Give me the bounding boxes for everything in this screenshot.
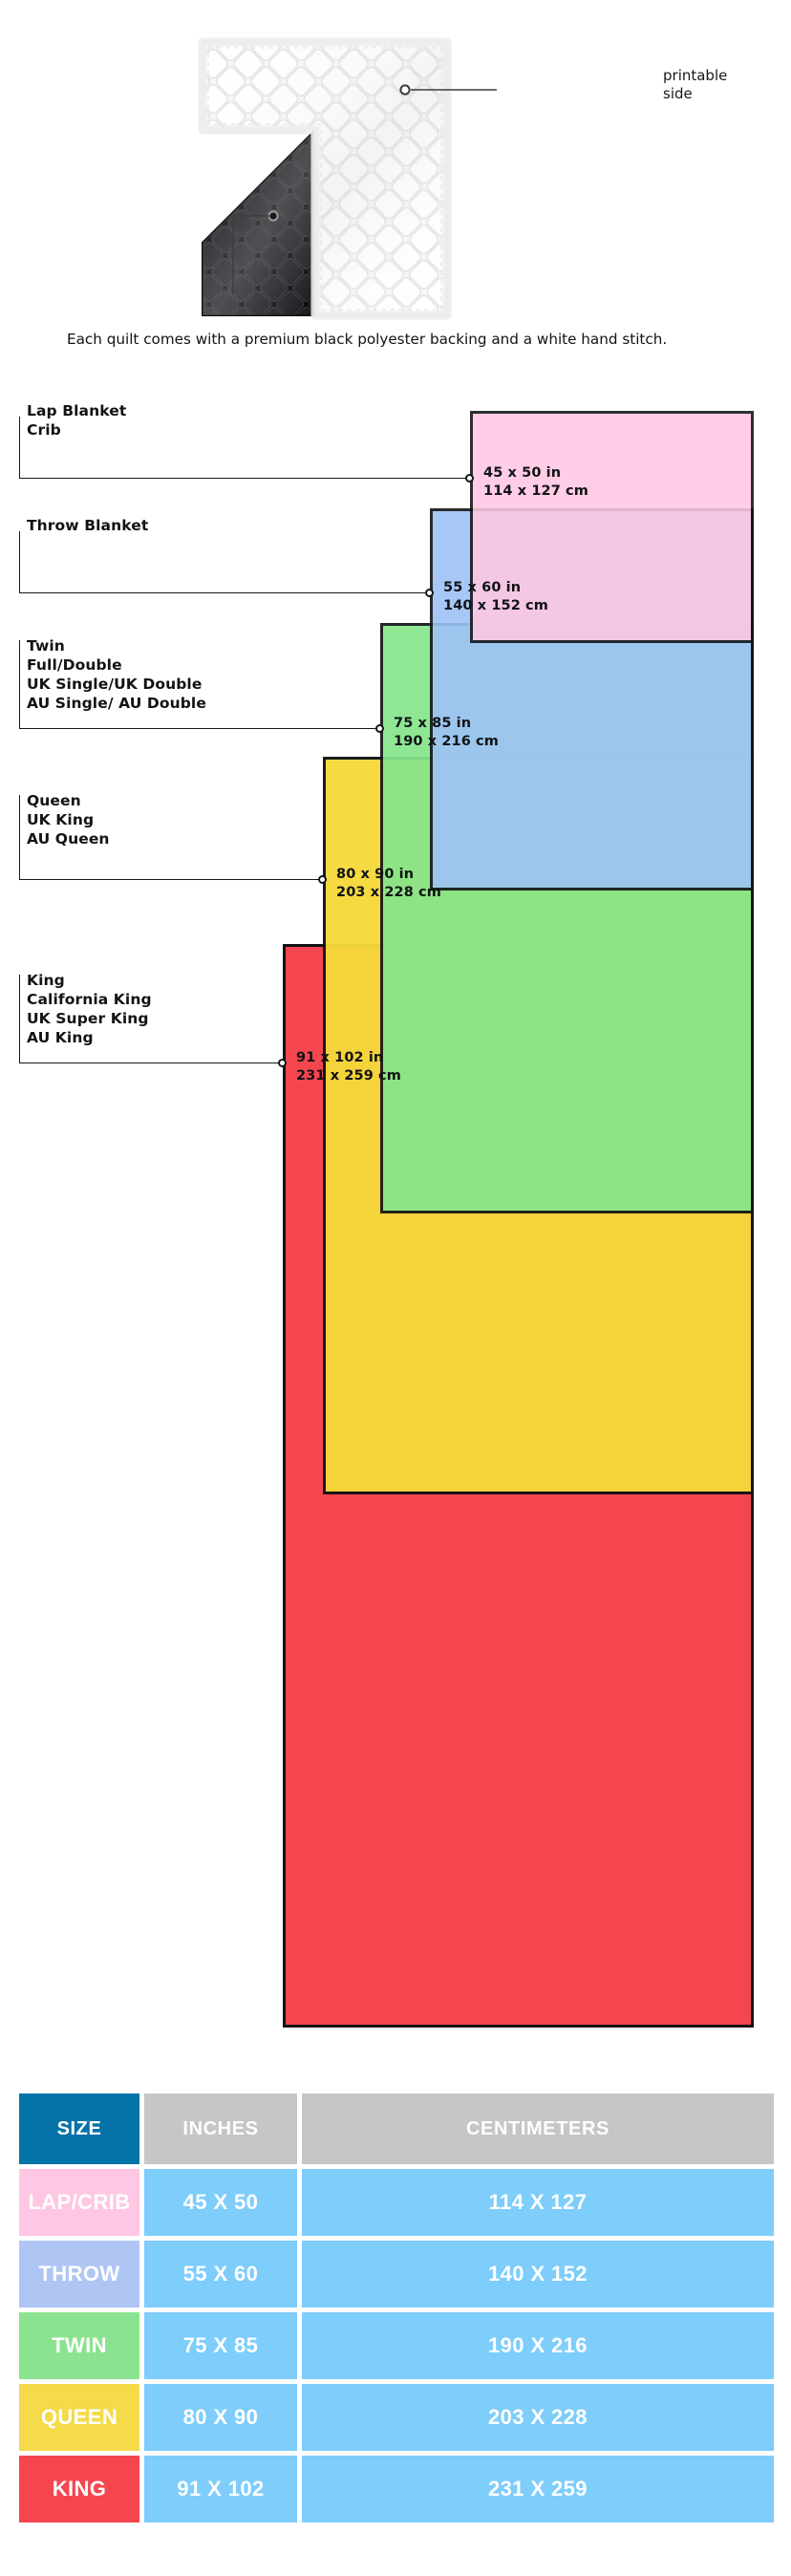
table-cell-inches: 55 X 60 bbox=[144, 2241, 297, 2308]
white-quilted-front bbox=[198, 37, 452, 320]
quilt-caption: Each quilt comes with a premium black po… bbox=[67, 331, 668, 348]
table-row: THROW 55 X 60 140 X 152 bbox=[19, 2241, 774, 2308]
quilt-illustration bbox=[160, 29, 611, 334]
marker-queen bbox=[318, 875, 327, 884]
table-header-row: SIZE INCHES CENTIMETERS bbox=[19, 2093, 774, 2164]
table-cell-centimeters: 203 X 228 bbox=[302, 2384, 774, 2451]
quilt-hero-section: printable side Each quilt comes with a p… bbox=[0, 0, 791, 382]
size-dimensions-lap-crib: 45 x 50 in 114 x 127 cm bbox=[483, 465, 588, 500]
marker-twin bbox=[375, 724, 384, 733]
table-cell-size: KING bbox=[19, 2456, 139, 2522]
size-label-king: King California King UK Super King AU Ki… bbox=[27, 972, 152, 1047]
table-cell-size: TWIN bbox=[19, 2312, 139, 2379]
table-row: LAP/CRIB 45 X 50 114 X 127 bbox=[19, 2169, 774, 2236]
size-dimensions-twin: 75 x 85 in 190 x 216 cm bbox=[394, 716, 499, 750]
table-cell-inches: 80 X 90 bbox=[144, 2384, 297, 2451]
size-comparison-diagram: Lap Blanket Crib 45 x 50 in 114 x 127 cm… bbox=[0, 401, 791, 2045]
size-label-throw: Throw Blanket bbox=[27, 517, 149, 534]
size-label-queen: Queen UK King AU Queen bbox=[27, 792, 110, 848]
size-rect-lap-crib bbox=[470, 411, 754, 643]
quilt-graphic bbox=[198, 37, 497, 320]
table-cell-centimeters: 140 X 152 bbox=[302, 2241, 774, 2308]
table-cell-centimeters: 114 X 127 bbox=[302, 2169, 774, 2236]
size-table: SIZE INCHES CENTIMETERS LAP/CRIB 45 X 50… bbox=[19, 2093, 774, 2527]
black-quilted-backing bbox=[202, 127, 316, 316]
marker-throw bbox=[425, 589, 434, 597]
table-row: QUEEN 80 X 90 203 X 228 bbox=[19, 2384, 774, 2451]
size-dimensions-throw: 55 x 60 in 140 x 152 cm bbox=[443, 580, 548, 614]
printable-side-marker bbox=[399, 84, 411, 96]
table-cell-inches: 45 X 50 bbox=[144, 2169, 297, 2236]
table-header-inches: INCHES bbox=[144, 2093, 297, 2164]
table-cell-centimeters: 190 X 216 bbox=[302, 2312, 774, 2379]
table-header-centimeters: CENTIMETERS bbox=[302, 2093, 774, 2164]
backing-marker bbox=[267, 210, 279, 222]
marker-lap-crib bbox=[465, 474, 474, 483]
marker-king bbox=[278, 1059, 287, 1067]
size-dimensions-queen: 80 x 90 in 203 x 228 cm bbox=[336, 867, 441, 901]
table-cell-inches: 75 X 85 bbox=[144, 2312, 297, 2379]
table-cell-size: QUEEN bbox=[19, 2384, 139, 2451]
table-cell-inches: 91 X 102 bbox=[144, 2456, 297, 2522]
table-cell-centimeters: 231 X 259 bbox=[302, 2456, 774, 2522]
table-header-size: SIZE bbox=[19, 2093, 139, 2164]
table-cell-size: LAP/CRIB bbox=[19, 2169, 139, 2236]
table-row: KING 91 X 102 231 X 259 bbox=[19, 2456, 774, 2522]
backing-leader bbox=[232, 215, 269, 294]
table-cell-size: THROW bbox=[19, 2241, 139, 2308]
printable-side-label: printable side bbox=[663, 67, 728, 103]
size-label-twin: Twin Full/Double UK Single/UK Double AU … bbox=[27, 637, 206, 713]
size-dimensions-king: 91 x 102 in 231 x 259 cm bbox=[296, 1050, 401, 1084]
table-row: TWIN 75 X 85 190 X 216 bbox=[19, 2312, 774, 2379]
size-label-lap-crib: Lap Blanket Crib bbox=[27, 402, 127, 440]
